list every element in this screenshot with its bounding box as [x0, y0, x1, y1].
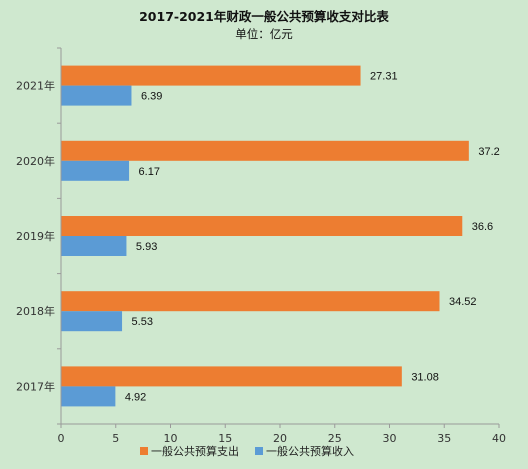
data-label: 27.31 — [370, 71, 398, 83]
data-label: 34.52 — [449, 296, 477, 308]
bar-revenue — [61, 386, 116, 407]
x-tick-label: 20 — [273, 432, 287, 445]
data-label: 5.93 — [136, 241, 157, 253]
bar-expenditure — [61, 140, 469, 161]
data-label: 37.2 — [478, 146, 499, 158]
plot-area: 0 5 10 15 20 25 30 35 40 2021年 27.31 6.39 2020年 37.2 6… — [16, 47, 506, 445]
y-category-label: 2017年 — [16, 379, 55, 393]
bar-revenue — [61, 85, 132, 106]
y-category-label: 2020年 — [16, 154, 55, 168]
chart-subtitle: 单位：亿元 — [235, 27, 293, 41]
legend-swatch — [140, 447, 148, 455]
legend-label: 一般公共预算收入 — [266, 444, 354, 458]
x-tick-label: 25 — [328, 432, 342, 445]
y-category-label: 2021年 — [16, 79, 55, 93]
data-label: 31.08 — [411, 371, 439, 383]
x-tick-label: 5 — [112, 432, 119, 445]
data-label: 5.53 — [132, 316, 153, 328]
data-label: 4.92 — [125, 391, 146, 403]
chart-title: 2017-2021年财政一般公共预算收支对比表 — [139, 9, 389, 24]
bar-expenditure — [61, 366, 402, 387]
legend: 一般公共预算支出 一般公共预算收入 — [140, 444, 354, 458]
bar-revenue — [61, 160, 130, 181]
data-label: 6.17 — [139, 166, 160, 178]
legend-swatch — [255, 447, 263, 455]
y-category-label: 2018年 — [16, 304, 55, 318]
y-category-label: 2019年 — [16, 229, 55, 243]
x-tick-label: 0 — [58, 432, 65, 445]
bar-revenue — [61, 236, 127, 256]
x-tick-label: 10 — [164, 432, 178, 445]
data-label: 6.39 — [141, 91, 162, 103]
bar-expenditure — [61, 65, 361, 86]
legend-label: 一般公共预算支出 — [151, 444, 239, 458]
x-tick-label: 35 — [437, 432, 451, 445]
x-tick-label: 30 — [383, 432, 397, 445]
bar-expenditure — [61, 291, 440, 312]
bar-revenue — [61, 311, 123, 332]
data-label: 36.6 — [472, 221, 493, 233]
bar-expenditure — [61, 216, 463, 236]
x-tick-label: 40 — [492, 432, 506, 445]
x-tick-label: 15 — [218, 432, 232, 445]
